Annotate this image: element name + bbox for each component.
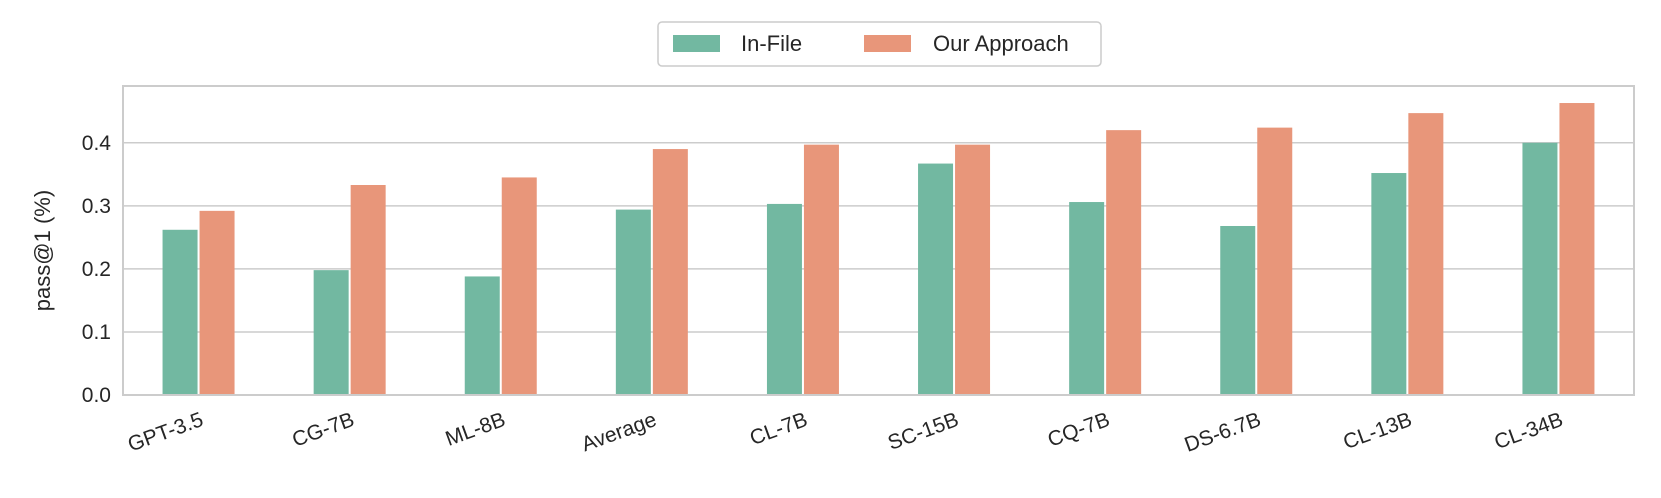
- plot-frame: [122, 85, 1635, 396]
- x-tick-label: DS-6.7B: [1182, 408, 1264, 457]
- x-tick-label: CQ-7B: [1045, 408, 1113, 452]
- x-tick-label: SC-15B: [885, 408, 962, 455]
- bar-in-file-gpt-3-5: [162, 229, 198, 395]
- y-tick-label: 0.2: [82, 258, 111, 281]
- legend: In-File Our Approach: [657, 21, 1102, 67]
- legend-swatch-in-file: [673, 35, 720, 52]
- bar-our-approach-cl-13b: [1408, 113, 1444, 395]
- legend-swatch-our-approach: [864, 35, 911, 52]
- x-tick-label: CG-7B: [289, 408, 357, 452]
- bar-our-approach-cl-34b: [1559, 103, 1595, 396]
- bar-in-file-ml-8b: [464, 276, 500, 395]
- x-tick-label: GPT-3.5: [125, 408, 206, 456]
- bar-in-file-ds-6-7b: [1220, 225, 1256, 395]
- x-tick-label: Average: [579, 408, 660, 456]
- x-tick-label: CL-13B: [1340, 408, 1415, 454]
- x-tick-label: CL-7B: [747, 408, 811, 450]
- bar-our-approach-ml-8b: [501, 177, 537, 395]
- bar-in-file-cg-7b: [313, 270, 349, 395]
- x-tick-label: ML-8B: [442, 408, 508, 451]
- bar-our-approach-gpt-3-5: [199, 210, 235, 395]
- y-tick-label: 0.1: [82, 321, 111, 344]
- bars: [162, 103, 1595, 396]
- y-axis-ticks: 0.0 0.1 0.2 0.3 0.4: [82, 132, 112, 407]
- bar-our-approach-cg-7b: [350, 185, 386, 395]
- legend-label-in-file: In-File: [741, 31, 802, 56]
- bar-in-file-cl-7b: [766, 203, 802, 395]
- bar-our-approach-sc-15b: [955, 144, 991, 395]
- bar-in-file-average: [615, 209, 651, 395]
- y-axis-label: pass@1 (%): [30, 190, 55, 311]
- x-axis-ticks: GPT-3.5 CG-7B ML-8B Average CL-7B SC-15B CQ-7B…: [125, 408, 1566, 457]
- y-tick-label: 0.0: [82, 384, 111, 407]
- y-tick-label: 0.3: [82, 195, 111, 218]
- x-tick-label: CL-34B: [1491, 408, 1566, 454]
- bar-in-file-cl-34b: [1522, 142, 1558, 395]
- legend-label-our-approach: Our Approach: [933, 31, 1069, 56]
- bar-in-file-sc-15b: [918, 163, 954, 395]
- bar-in-file-cl-13b: [1371, 173, 1407, 395]
- y-tick-label: 0.4: [82, 132, 112, 155]
- bar-our-approach-ds-6-7b: [1257, 127, 1293, 395]
- bar-our-approach-cq-7b: [1106, 130, 1142, 395]
- grid-lines: [123, 142, 1634, 396]
- bar-in-file-cq-7b: [1069, 202, 1105, 395]
- bar-our-approach-average: [652, 149, 688, 395]
- bar-our-approach-cl-7b: [803, 144, 839, 395]
